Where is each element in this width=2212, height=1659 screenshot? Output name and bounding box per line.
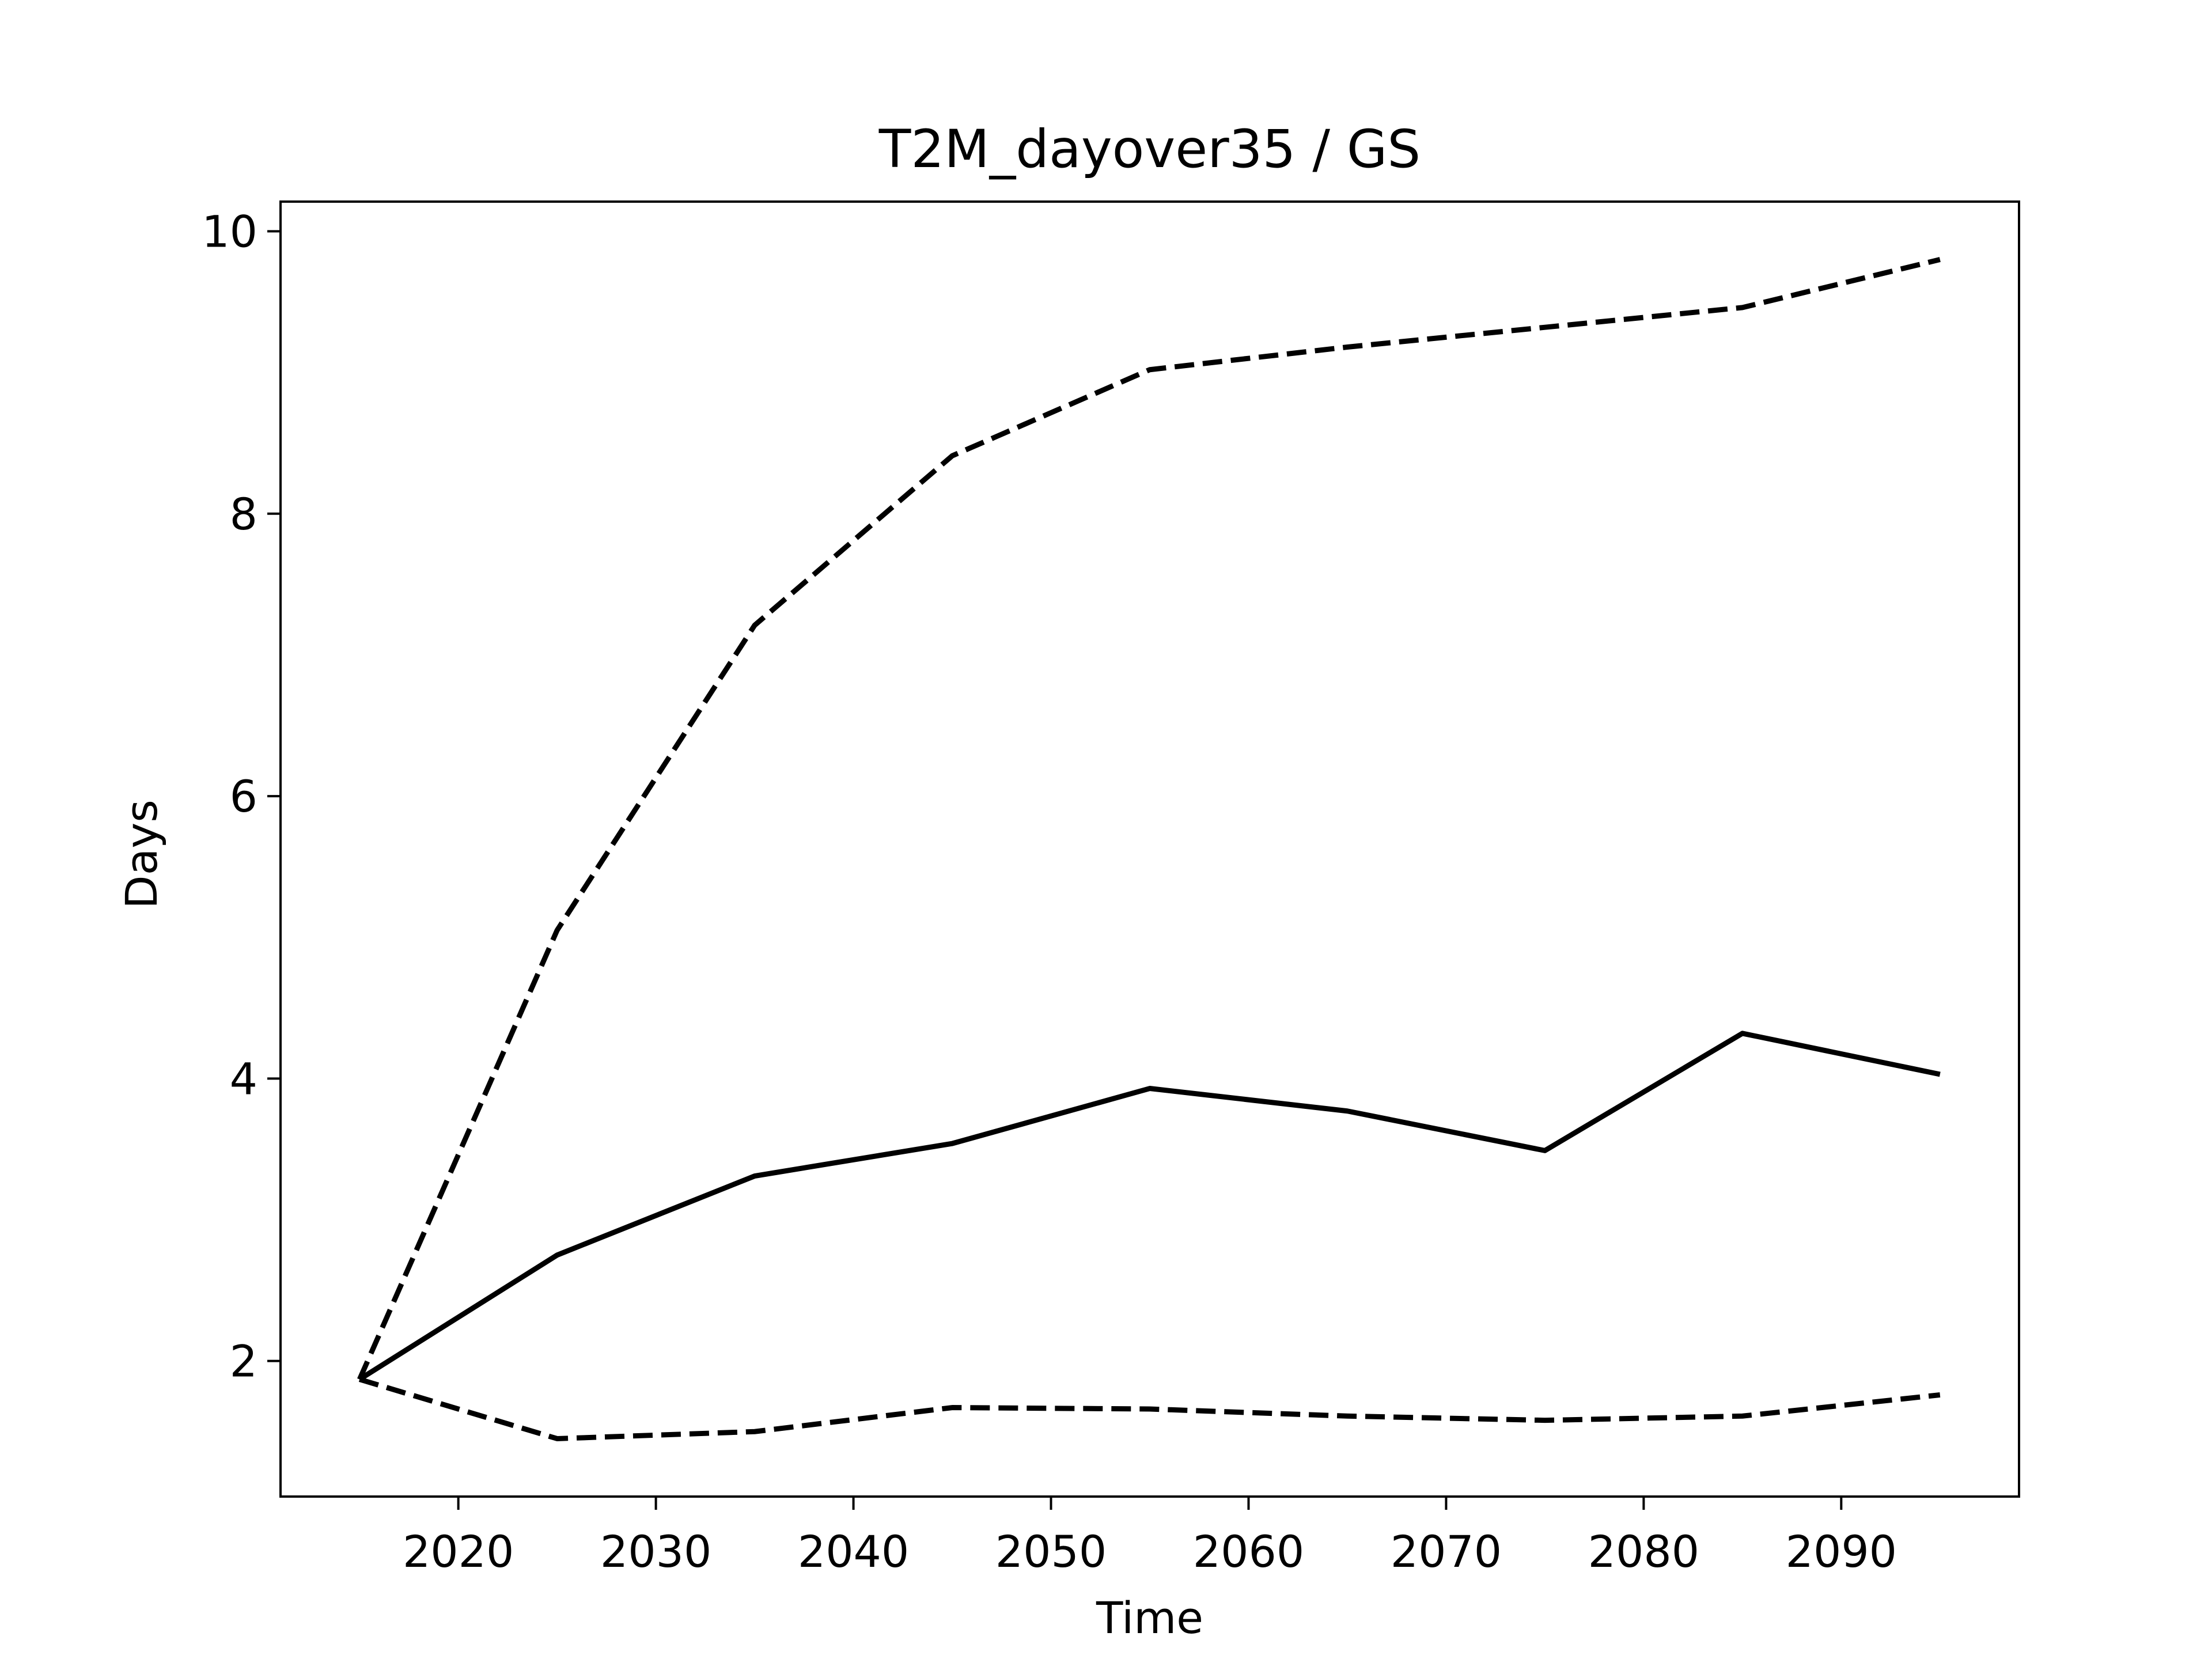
x-tick-label: 2080 bbox=[1588, 1526, 1699, 1577]
y-tick-label: 10 bbox=[202, 206, 257, 257]
x-tick-label: 2040 bbox=[798, 1526, 909, 1577]
x-tick-label: 2060 bbox=[1193, 1526, 1304, 1577]
x-tick-label: 2030 bbox=[600, 1526, 711, 1577]
y-tick-label: 2 bbox=[230, 1336, 257, 1387]
plot-frame bbox=[279, 200, 2020, 1498]
x-axis-label: Time bbox=[1096, 1592, 1203, 1643]
y-tick-label: 4 bbox=[230, 1053, 257, 1104]
y-axis-label: Days bbox=[116, 800, 167, 909]
x-tick-label: 2090 bbox=[1786, 1526, 1897, 1577]
data-line bbox=[358, 1377, 1941, 1441]
y-tick-label: 8 bbox=[230, 488, 257, 540]
data-line bbox=[357, 257, 1941, 1381]
x-tick-label: 2020 bbox=[403, 1526, 514, 1577]
chart-title: T2M_dayover35 / GS bbox=[878, 119, 1421, 180]
data-line bbox=[358, 1031, 1941, 1382]
y-tick-label: 6 bbox=[230, 771, 257, 822]
x-tick-label: 2050 bbox=[995, 1526, 1107, 1577]
x-tick-label: 2070 bbox=[1391, 1526, 1502, 1577]
